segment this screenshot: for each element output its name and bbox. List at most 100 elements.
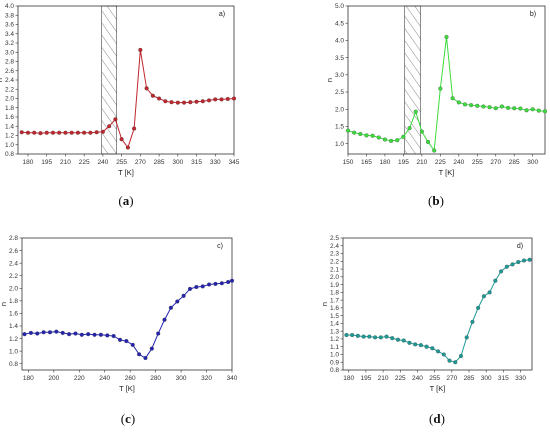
data-point — [425, 139, 431, 145]
x-tick-label: 300 — [527, 159, 538, 166]
y-tick-label: 2.0 — [330, 274, 339, 281]
data-point — [25, 130, 31, 135]
data-point — [401, 338, 406, 343]
data-point — [456, 100, 461, 105]
chart-panel-c: 180 200 220 240 260 280 300 320 340 0.8 1.0 1.2 1.4 1… — [0, 235, 238, 426]
x-tick-label: 195 — [41, 159, 52, 166]
panel-tag: b) — [530, 11, 536, 18]
y-tick-label: 2.4 — [330, 243, 339, 250]
y-tick-label: 0.8 — [5, 151, 14, 158]
y-tick-label: 0.8 — [9, 361, 18, 368]
y-tick-label: 1.0 — [335, 141, 344, 148]
panel-caption: (c) — [121, 411, 135, 426]
data-point — [219, 97, 224, 102]
y-tick-label: 2.4 — [5, 77, 14, 84]
data-point — [144, 86, 149, 91]
data-point — [28, 330, 33, 335]
caption-letter: b — [432, 193, 439, 208]
data-point — [54, 329, 59, 334]
data-point — [493, 106, 498, 111]
chart-panel-a: 180 195 210 225 240 255 270 285 300 315 330 345 0.8 1… — [0, 3, 240, 208]
y-tick-label: 1.1 — [330, 344, 339, 351]
data-point — [441, 352, 446, 357]
x-tick-label: 150 — [343, 159, 354, 166]
data-point — [367, 334, 372, 339]
data-point — [100, 129, 105, 134]
y-axis-label: n — [0, 302, 8, 306]
data-point — [413, 342, 418, 347]
data-point — [384, 334, 389, 339]
x-tick-label: 285 — [464, 375, 475, 382]
x-tick-label: 300 — [481, 375, 492, 382]
caption-open-paren: ( — [429, 411, 433, 426]
data-point — [188, 100, 193, 105]
plot-frame — [17, 5, 235, 155]
series-line — [346, 259, 530, 363]
data-point — [499, 104, 504, 109]
x-tick-label: 180 — [23, 159, 34, 166]
data-point — [206, 98, 212, 103]
data-point — [67, 332, 72, 337]
chart-panel-b: 150 165 180 195 210 225 240 255 270 285 300 1.0 1.5 2… — [325, 3, 548, 208]
data-point — [105, 333, 110, 338]
y-axis-label: n — [325, 78, 334, 82]
data-point — [389, 138, 394, 143]
panel-tag: c) — [217, 243, 223, 250]
data-point — [481, 294, 486, 299]
x-tick-label: 330 — [515, 375, 526, 382]
y-tick-label: 2.0 — [5, 96, 14, 103]
y-tick-label: 2.0 — [9, 285, 18, 292]
x-tick-label: 225 — [79, 159, 90, 166]
y-tick-label: 1.2 — [330, 336, 339, 343]
y-tick-label: 1.6 — [330, 305, 339, 312]
data-point — [493, 278, 498, 283]
y-tick-label: 3.0 — [5, 49, 14, 56]
x-tick-label: 240 — [412, 375, 423, 382]
y-tick-label: 2.5 — [335, 89, 344, 96]
data-point — [86, 332, 91, 337]
x-tick-label: 270 — [446, 375, 457, 382]
data-point — [469, 103, 474, 108]
y-tick-label: 0.8 — [330, 367, 339, 374]
data-point — [518, 106, 523, 111]
data-point — [344, 333, 349, 338]
data-point — [82, 130, 87, 135]
y-tick-label: 1.8 — [330, 290, 339, 297]
data-point — [370, 133, 375, 138]
data-point — [157, 96, 162, 101]
data-point — [225, 96, 230, 102]
chart-layer: 180 195 210 225 240 255 270 285 300 315 330 3450.81… — [0, 3, 548, 426]
data-point — [187, 286, 193, 291]
x-tick-label: 165 — [361, 159, 372, 166]
data-point — [149, 346, 154, 351]
y-tick-label: 1.8 — [9, 298, 18, 305]
data-point — [138, 47, 143, 52]
data-point — [395, 337, 401, 342]
caption-open-paren: ( — [428, 193, 432, 208]
data-point — [512, 106, 517, 111]
y-tick-label: 3.6 — [5, 22, 14, 29]
data-point — [88, 130, 93, 135]
data-point — [352, 130, 357, 135]
data-point — [395, 138, 400, 143]
data-point — [464, 335, 469, 340]
data-point — [527, 257, 532, 262]
caption-close-paren: ) — [131, 411, 135, 426]
x-tick-label: 280 — [150, 375, 161, 382]
y-tick-label: 2.8 — [5, 59, 14, 66]
data-point — [213, 281, 218, 286]
data-point — [390, 336, 395, 341]
data-point — [169, 100, 174, 105]
data-point — [50, 130, 56, 135]
data-point — [447, 358, 452, 363]
data-point — [432, 148, 437, 153]
x-tick-label: 210 — [378, 375, 389, 382]
series-line — [347, 36, 546, 152]
data-point — [350, 333, 355, 338]
data-point — [132, 126, 137, 131]
x-tick-label: 300 — [176, 375, 187, 382]
y-tick-label: 1.5 — [335, 124, 344, 131]
x-axis-label: T [K] — [119, 384, 135, 393]
panel-caption: (a) — [118, 193, 133, 208]
